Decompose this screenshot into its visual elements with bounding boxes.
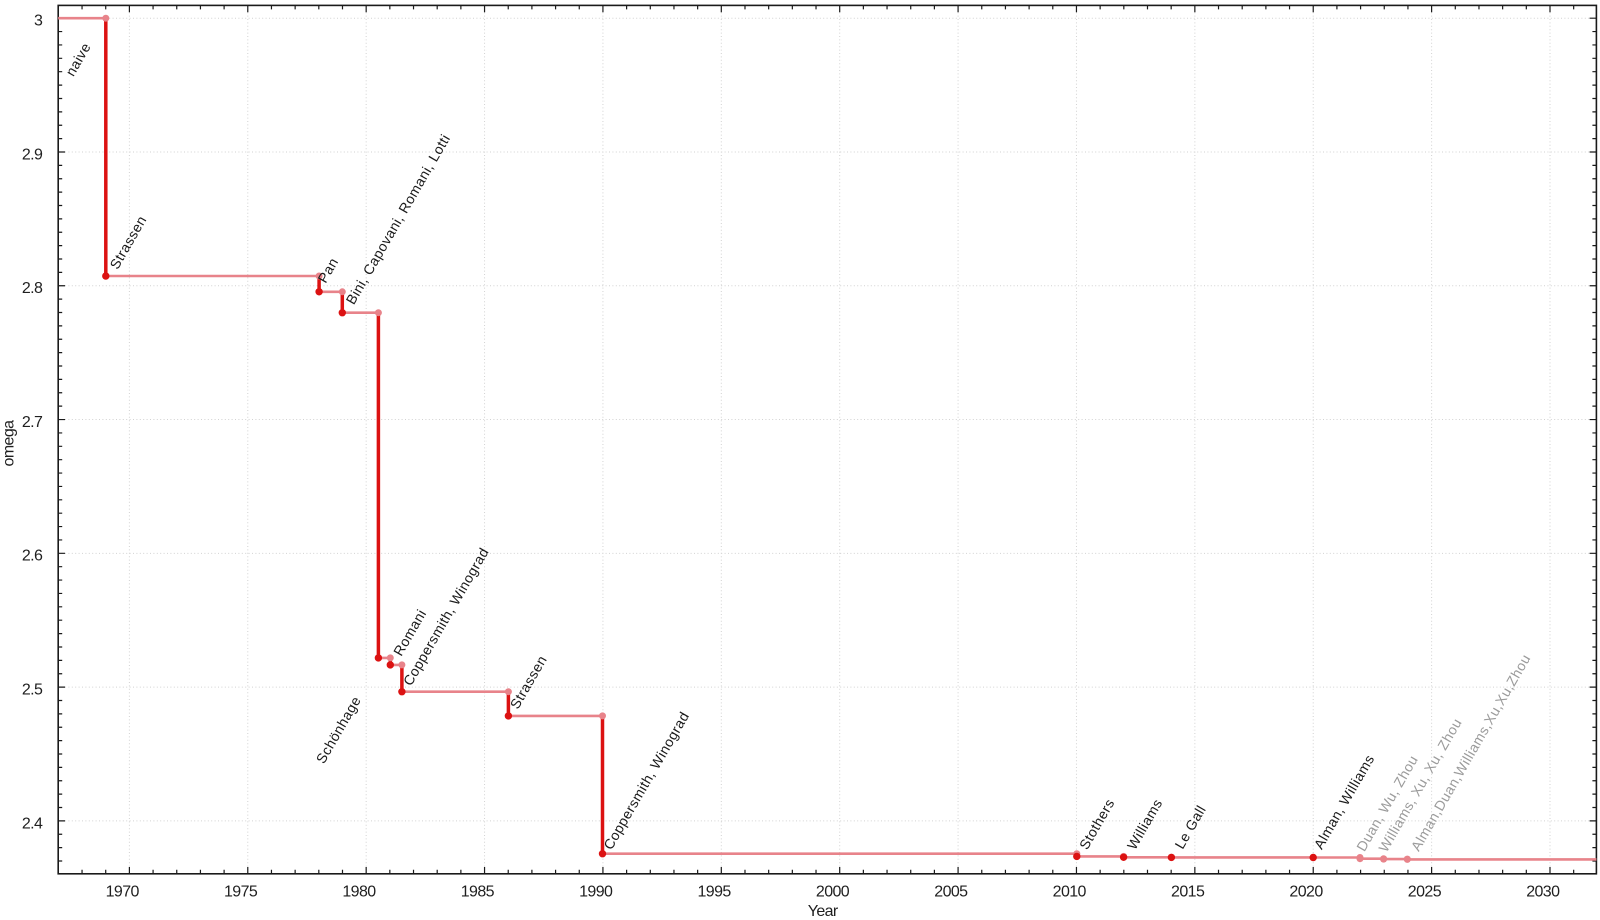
svg-text:2025: 2025 <box>1408 884 1442 901</box>
svg-text:3: 3 <box>34 13 43 30</box>
svg-text:2010: 2010 <box>1053 884 1087 901</box>
svg-text:Year: Year <box>808 903 839 920</box>
svg-text:2.5: 2.5 <box>22 682 43 699</box>
svg-text:2015: 2015 <box>1171 884 1205 901</box>
svg-text:1990: 1990 <box>579 884 613 901</box>
svg-text:2.8: 2.8 <box>22 280 43 297</box>
svg-text:2030: 2030 <box>1526 884 1560 901</box>
svg-text:1970: 1970 <box>106 884 140 901</box>
svg-text:1985: 1985 <box>461 884 495 901</box>
svg-text:2000: 2000 <box>816 884 850 901</box>
svg-text:omega: omega <box>0 420 17 467</box>
svg-text:1995: 1995 <box>698 884 732 901</box>
svg-text:2.7: 2.7 <box>22 414 43 431</box>
svg-text:2020: 2020 <box>1289 884 1323 901</box>
svg-text:2.4: 2.4 <box>22 815 43 832</box>
svg-text:2.6: 2.6 <box>22 548 43 565</box>
svg-text:2.9: 2.9 <box>22 146 43 163</box>
svg-text:1980: 1980 <box>342 884 376 901</box>
svg-text:2005: 2005 <box>934 884 968 901</box>
svg-text:1975: 1975 <box>224 884 258 901</box>
